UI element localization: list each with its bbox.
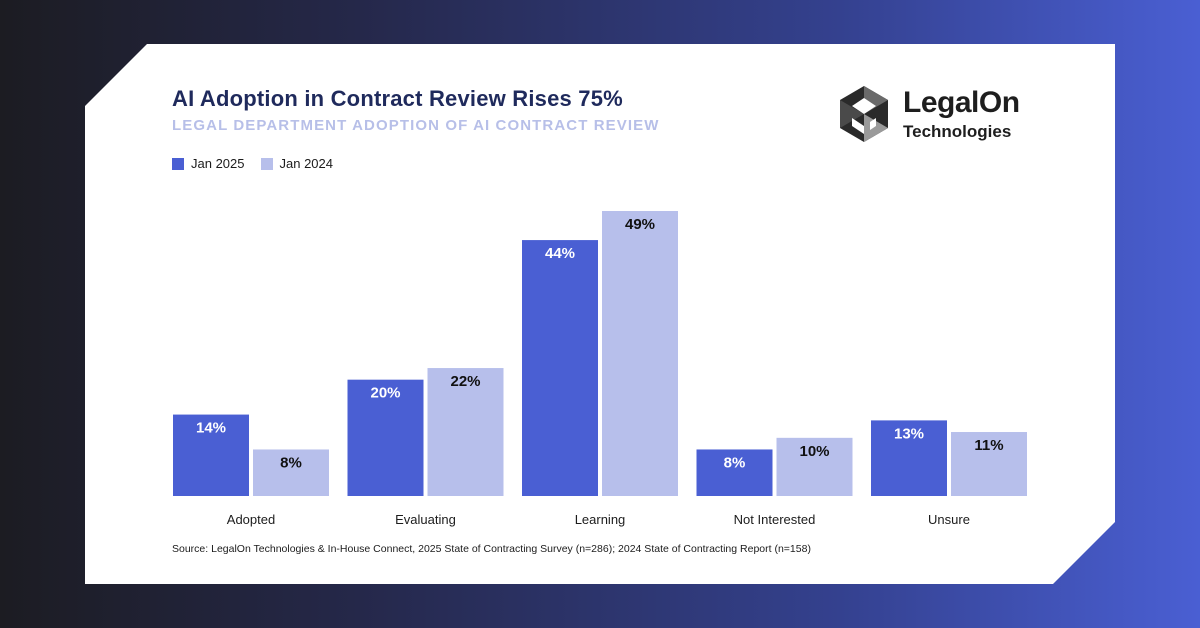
bar-label-evaluating-2024: 22%: [450, 373, 480, 390]
bar-label-learning-2024: 49%: [625, 216, 655, 233]
legalon-hexagon-icon: [840, 86, 888, 142]
bar-label-evaluating-2025: 20%: [370, 385, 400, 402]
legend-item-2025: Jan 2025: [172, 156, 245, 171]
brand-logo: LegalOn Technologies: [837, 84, 1020, 144]
category-label-learning: Learning: [575, 512, 626, 527]
category-label-not-interested: Not Interested: [734, 512, 816, 527]
bar-evaluating-2024: [427, 368, 504, 496]
bar-learning-2024: [602, 211, 678, 496]
chart-subtitle: LEGAL DEPARTMENT ADOPTION OF AI CONTRACT…: [172, 117, 660, 134]
legend-item-2024: Jan 2024: [260, 156, 334, 171]
bar-not-interested-2024: [776, 437, 853, 496]
brand-wordmark: LegalOn Technologies: [903, 86, 1020, 141]
legend-label-2024: Jan 2024: [279, 156, 334, 171]
bar-label-not-interested-2025: 8%: [724, 454, 746, 471]
category-label-unsure: Unsure: [928, 512, 970, 527]
brand-name: LegalOn: [903, 86, 1020, 119]
bar-unsure-2025: [871, 420, 947, 496]
category-label-evaluating: Evaluating: [395, 512, 456, 527]
source-note: Source: LegalOn Technologies & In-House …: [172, 543, 811, 555]
bar-not-interested-2025: [696, 449, 773, 496]
bar-evaluating-2025: [347, 379, 424, 496]
bar-label-unsure-2025: 13%: [894, 425, 924, 442]
bar-label-unsure-2024: 11%: [974, 437, 1003, 454]
category-label-adopted: Adopted: [227, 512, 275, 527]
brand-sub: Technologies: [903, 122, 1012, 141]
legend-label-2025: Jan 2025: [191, 156, 245, 171]
bar-unsure-2024: [951, 432, 1027, 496]
bar-adopted-2025: [173, 414, 249, 496]
chart-title: AI Adoption in Contract Review Rises 75%: [172, 86, 623, 111]
bar-label-learning-2025: 44%: [545, 245, 575, 262]
bar-label-adopted-2024: 8%: [280, 454, 302, 471]
bar-learning-2025: [522, 240, 598, 496]
legend: Jan 2025 Jan 2024: [172, 156, 333, 171]
bar-label-not-interested-2024: 10%: [799, 443, 829, 460]
bar-adopted-2024: [253, 449, 329, 496]
bar-label-adopted-2025: 14%: [196, 420, 226, 437]
legend-swatch-2025: [172, 157, 184, 170]
legend-swatch-2024: [260, 157, 273, 170]
